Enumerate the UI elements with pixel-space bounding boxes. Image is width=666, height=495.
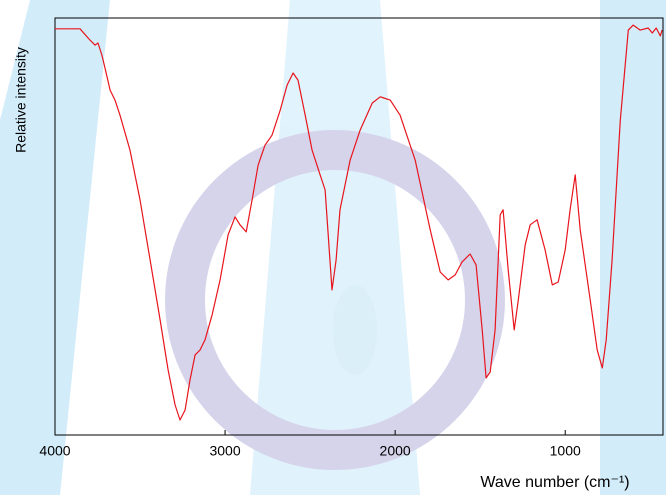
- spectrum-line: [55, 24, 663, 421]
- x-tick-label: 3000: [209, 443, 240, 459]
- x-tick-label: 2000: [380, 443, 411, 459]
- x-tick-label: 4000: [39, 443, 70, 459]
- x-tick-label: 1000: [550, 443, 581, 459]
- y-axis-label: Relative intensity: [13, 47, 29, 153]
- plot-frame: [54, 17, 664, 436]
- x-axis-label: Wave number (cm⁻¹): [480, 474, 629, 491]
